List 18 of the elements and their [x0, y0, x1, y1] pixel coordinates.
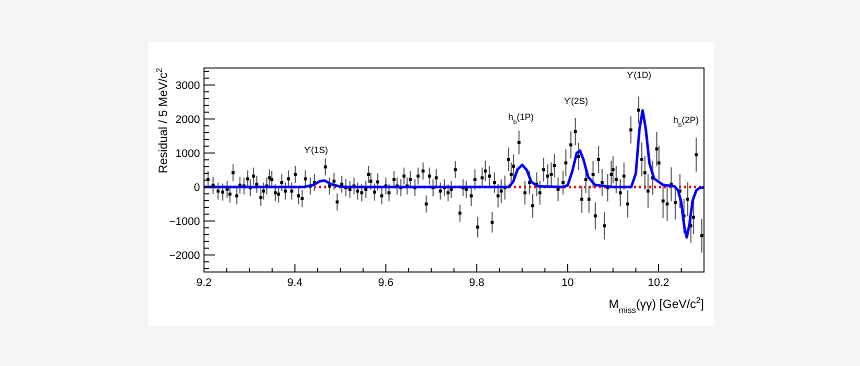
annotation: ϒ(1D): [626, 70, 652, 80]
y-tick-label: 0: [194, 182, 200, 194]
x-tick-label: 9.6: [378, 277, 394, 289]
y-tick-label: 2000: [176, 114, 200, 126]
x-tick-label: 10: [562, 277, 574, 289]
x-tick-label: 9.2: [196, 277, 212, 289]
annotation: ϒ(1S): [304, 145, 328, 155]
annotation: ϒ(2S): [564, 96, 588, 106]
y-tick-label: 3000: [176, 80, 200, 92]
x-axis-title: M$_{miss}$(γγ) [GeV/c$^{2}$]: [608, 295, 704, 315]
annotation: h$_{b}$(2P): [673, 115, 699, 128]
x-tick-label: 9.4: [287, 277, 303, 289]
y-tick-label: −2000: [169, 250, 200, 262]
y-tick-label: −1000: [169, 216, 200, 228]
y-tick-label: 1000: [176, 148, 200, 160]
annotation: h$_{b}$(1P): [508, 112, 534, 126]
x-tick-label: 10.2: [648, 277, 670, 289]
x-tick-label: 9.8: [469, 277, 484, 289]
